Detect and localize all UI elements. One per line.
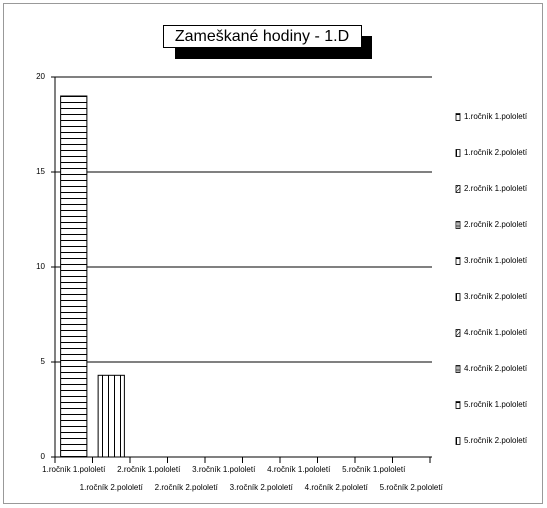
x-tick-label: 5.ročník 2.pololetí <box>380 483 444 492</box>
x-tick-label: 5.ročník 1.pololetí <box>342 465 406 474</box>
legend-label: 2.ročník 2.pololetí <box>464 220 528 229</box>
y-tick-label: 0 <box>41 452 46 461</box>
legend-swatch <box>455 293 461 301</box>
legend-label: 3.ročník 2.pololetí <box>464 292 528 301</box>
chart-title: Zameškané hodiny - 1.D <box>175 28 349 45</box>
x-tick-label: 3.ročník 1.pololetí <box>192 465 256 474</box>
x-tick-label: 4.ročník 1.pololetí <box>267 465 331 474</box>
legend-label: 1.ročník 2.pololetí <box>464 148 528 157</box>
legend-swatch <box>455 185 461 193</box>
legend-swatch <box>455 365 461 373</box>
legend-label: 5.ročník 1.pololetí <box>464 400 528 409</box>
legend-swatch <box>455 329 461 337</box>
legend-swatch <box>455 113 461 121</box>
x-tick-label: 2.ročník 1.pololetí <box>117 465 181 474</box>
x-tick-label: 4.ročník 2.pololetí <box>305 483 369 492</box>
legend-label: 1.ročník 1.pololetí <box>464 112 528 121</box>
y-tick-label: 10 <box>36 262 45 271</box>
legend-label: 5.ročník 2.pololetí <box>464 436 528 445</box>
x-tick-label: 1.ročník 2.pololetí <box>80 483 144 492</box>
legend-swatch <box>455 437 461 445</box>
frame <box>3 3 543 504</box>
y-tick-label: 15 <box>36 167 45 176</box>
legend-label: 4.ročník 2.pololetí <box>464 364 528 373</box>
x-tick-label: 2.ročník 2.pololetí <box>155 483 219 492</box>
legend-swatch <box>455 257 461 265</box>
bar <box>97 374 125 458</box>
legend-swatch <box>455 401 461 409</box>
x-tick-label: 3.ročník 2.pololetí <box>230 483 294 492</box>
y-tick-label: 5 <box>41 357 46 366</box>
legend-label: 4.ročník 1.pololetí <box>464 328 528 337</box>
bar <box>60 95 88 458</box>
legend-swatch <box>455 221 461 229</box>
x-tick-label: 1.ročník 1.pololetí <box>42 465 106 474</box>
title-box <box>163 25 362 48</box>
y-tick-label: 20 <box>36 72 45 81</box>
legend-label: 3.ročník 1.pololetí <box>464 256 528 265</box>
legend-label: 2.ročník 1.pololetí <box>464 184 528 193</box>
legend-swatch <box>455 149 461 157</box>
